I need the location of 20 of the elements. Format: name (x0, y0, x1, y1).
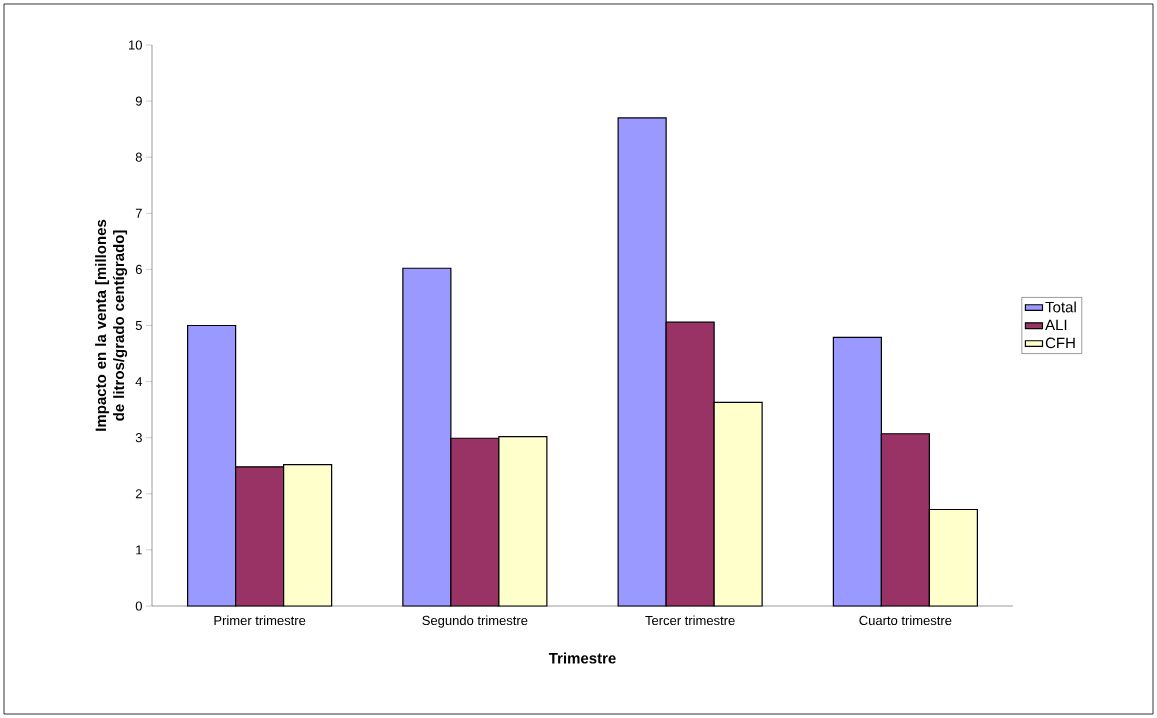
y-tick-label: 5 (135, 320, 142, 331)
y-tick-label: 1 (136, 545, 142, 555)
legend-label: ALI (1045, 319, 1067, 331)
y-tick-label: 9 (135, 96, 142, 106)
legend-label: CFH (1045, 337, 1075, 349)
y-tick-label: 7 (135, 208, 142, 218)
x-tick-label: Primer trimestre (214, 615, 306, 626)
x-tick-label: Segundo trimestre (422, 615, 528, 628)
x-tick-label: Cuarto trimestre (859, 615, 952, 626)
x-tick-label: Tercer trimestre (645, 615, 735, 626)
y-tick-label: 6 (135, 264, 142, 274)
y-axis-title: Impacto en la venta [millones de litros/grado centígrado] (95, 219, 128, 431)
y-tick-label: 10 (129, 40, 142, 50)
y-tick-label: 0 (135, 601, 142, 611)
y-tick-label: 2 (135, 489, 142, 499)
y-tick-label: 4 (135, 377, 143, 387)
y-tick-label: 8 (135, 152, 142, 162)
y-tick-label: 3 (135, 433, 142, 443)
x-axis-title: Trimestre (548, 652, 616, 664)
legend-label: Total (1045, 301, 1076, 313)
